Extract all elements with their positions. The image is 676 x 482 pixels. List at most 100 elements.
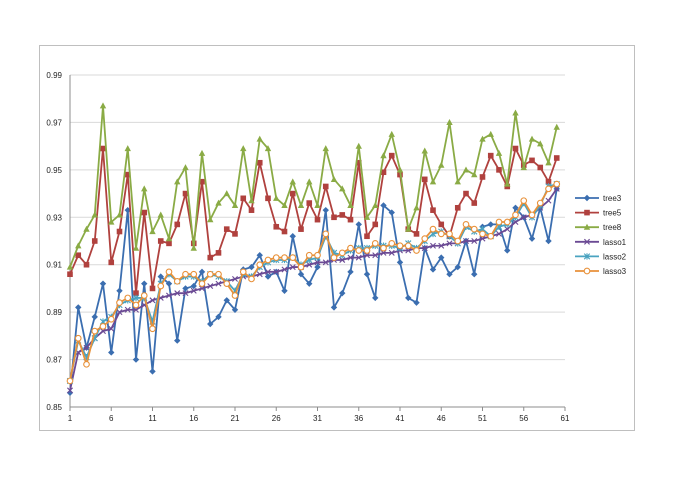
data-point-tree8: tree8: 0.95 [396,166,404,173]
data-point-tree5: tree5: 0.922 [364,233,370,240]
series-line-tree5 [69,147,558,295]
data-point-tree3: tree3: 0.905 [157,273,164,280]
data-point-tree8: tree8: 0.977 [99,102,107,109]
data-point-lasso1: lasso1: 0.908 [281,266,288,273]
data-point-tree8: tree8: 0.963 [256,135,263,142]
data-point-tree8: tree8: 0.935 [281,202,288,209]
data-point-tree5: tree5: 0.906 [67,271,73,277]
x-tick-label: 11 [148,414,157,423]
legend-label: lasso3 [603,267,627,276]
data-point-lasso1: lasso1: 0.895 [149,297,156,304]
data-point-lasso1: lasso1: 0.921 [479,235,486,242]
data-point-lasso1: lasso1: 0.917 [421,245,428,252]
data-point-tree3: tree3: 0.888 [215,313,222,321]
data-point-tree5: tree5: 0.925 [223,226,230,232]
data-point-tree8: tree8: 0.936 [215,199,222,206]
data-point-tree8: tree8: 0.935 [231,202,239,209]
data-point-tree8: tree8: 0.961 [537,140,544,147]
legend-marker [583,253,591,260]
data-point-lasso3: lasso3: 0.904 [248,275,255,283]
data-point-tree3: tree3: 0.927 [355,221,362,228]
data-point-tree8: tree8: 0.946 [330,175,338,182]
data-point-tree8: tree8: 0.959 [124,145,131,152]
data-point-tree3: tree3: 0.856 [66,389,74,396]
legend-item-tree5: tree5 [575,209,622,218]
data-point-tree8: tree8: 0.945 [429,178,437,185]
data-point-tree8: tree8: 0.934 [413,204,420,211]
data-point-tree5: tree5: 0.91 [83,261,90,268]
data-point-tree5: tree5: 0.936 [471,200,478,206]
data-point-tree3: tree3: 0.891 [231,306,239,313]
data-point-tree8: tree8: 0.963 [528,135,536,142]
data-point-tree5: tree5: 0.938 [240,195,247,202]
data-point-lasso3: lasso3: 0.917 [380,244,387,252]
legend-marker [584,238,590,245]
data-point-lasso1: lasso1: 0.891 [133,306,139,313]
data-point-lasso3: lasso3: 0.927 [462,221,470,228]
data-point-tree5: tree5: 0.927 [174,221,181,228]
data-point-tree8: tree8: 0.963 [479,135,486,142]
data-point-tree5: tree5: 0.924 [116,228,123,235]
series-tree8: tree8: 0.909tree8: 0.918tree8: 0.925tree… [66,102,560,270]
data-point-lasso3: lasso3: 0.887 [107,315,115,323]
data-point-lasso3: lasso3: 0.915 [338,249,346,257]
data-point-lasso2: lasso2: 0.896 [132,294,140,302]
data-point-lasso1: lasso1: 0.9 [199,285,205,292]
series-lasso3: lasso3: 0.861 lasso3: 0.879 lasso3: 0.868 l… [66,180,561,385]
data-point-tree8: tree8: 0.931 [157,211,164,218]
data-point-lasso1: lasso1: 0.912 [339,256,346,263]
data-point-tree8: tree8: 0.928 [108,218,115,225]
legend-item-tree3: tree3 [575,194,622,203]
data-point-tree5: tree5: 0.943 [322,183,329,190]
data-point-tree3: tree3: 0.892 [330,304,338,311]
data-point-tree8: tree8: 0.958 [421,147,428,154]
data-point-tree3: tree3: 0.873 [108,349,115,356]
data-point-tree5: tree5: 0.92 [91,238,98,244]
data-point-lasso3: lasso3: 0.861 [66,377,74,385]
data-point-lasso3: lasso3: 0.937 [520,197,528,205]
data-point-tree8: tree8: 0.957 [198,149,206,156]
legend-marker [583,223,591,230]
data-point-tree3: tree3: 0.907 [198,268,206,276]
data-point-lasso3: lasso3: 0.923 [479,230,486,238]
x-tick-label: 31 [313,414,322,423]
data-point-tree5: tree5: 0.92 [157,238,164,244]
data-point-lasso1: lasso1: 0.918 [438,242,445,249]
data-point-tree8: tree8: 0.909 [66,263,74,270]
data-point-tree5: tree5: 0.914 [75,252,82,259]
data-point-lasso3: lasso3: 0.913 [281,254,288,261]
data-point-tree8: tree8: 0.942 [339,185,346,192]
data-point-tree3: tree3: 0.906 [363,271,371,278]
data-point-lasso3: lasso3: 0.914 [305,251,313,259]
data-point-tree8: tree8: 0.965 [487,130,494,137]
data-point-tree8: tree8: 0.959 [264,145,272,152]
data-point-tree5: tree5: 0.926 [273,223,280,230]
data-point-tree3: tree3: 0.921 [528,235,536,242]
data-point-lasso1: lasso1: 0.911 [322,259,329,266]
data-point-lasso3: lasso3: 0.897 [140,292,148,299]
data-point-lasso1: lasso1: 0.914 [372,252,379,259]
data-point-tree5: tree5: 0.911 [108,259,115,266]
data-point-tree5: tree5: 0.931 [339,212,346,218]
data-point-tree8: tree8: 0.951 [182,164,189,171]
data-point-lasso1: lasso1: 0.902 [215,280,222,287]
data-point-lasso1: lasso1: 0.913 [347,254,354,261]
data-point-tree3: tree3: 0.902 [141,280,148,287]
data-point-lasso3: lasso3: 0.944 [553,180,561,188]
legend-marker [584,209,590,216]
data-point-lasso3: lasso3: 0.912 [264,256,272,264]
data-point-tree3: tree3: 0.907 [347,268,354,276]
data-point-lasso1: lasso1: 0.918 [430,242,436,249]
data-point-lasso1: lasso1: 0.898 [182,290,189,297]
y-tick-label: 0.99 [46,71,62,80]
x-tick-label: 21 [231,414,240,423]
data-point-tree3: tree3: 0.896 [372,294,379,302]
y-tick-label: 0.87 [46,356,62,365]
data-point-tree8: tree8: 0.944 [504,180,511,187]
data-point-lasso3: lasso3: 0.928 [495,218,503,226]
data-point-tree8: tree8: 0.951 [520,164,527,171]
data-point-tree8: tree8: 0.965 [388,130,395,137]
data-point-tree8: tree8: 0.948 [471,171,478,178]
legend-label: tree5 [603,209,622,218]
data-point-tree5: tree5: 0.945 [545,178,552,185]
